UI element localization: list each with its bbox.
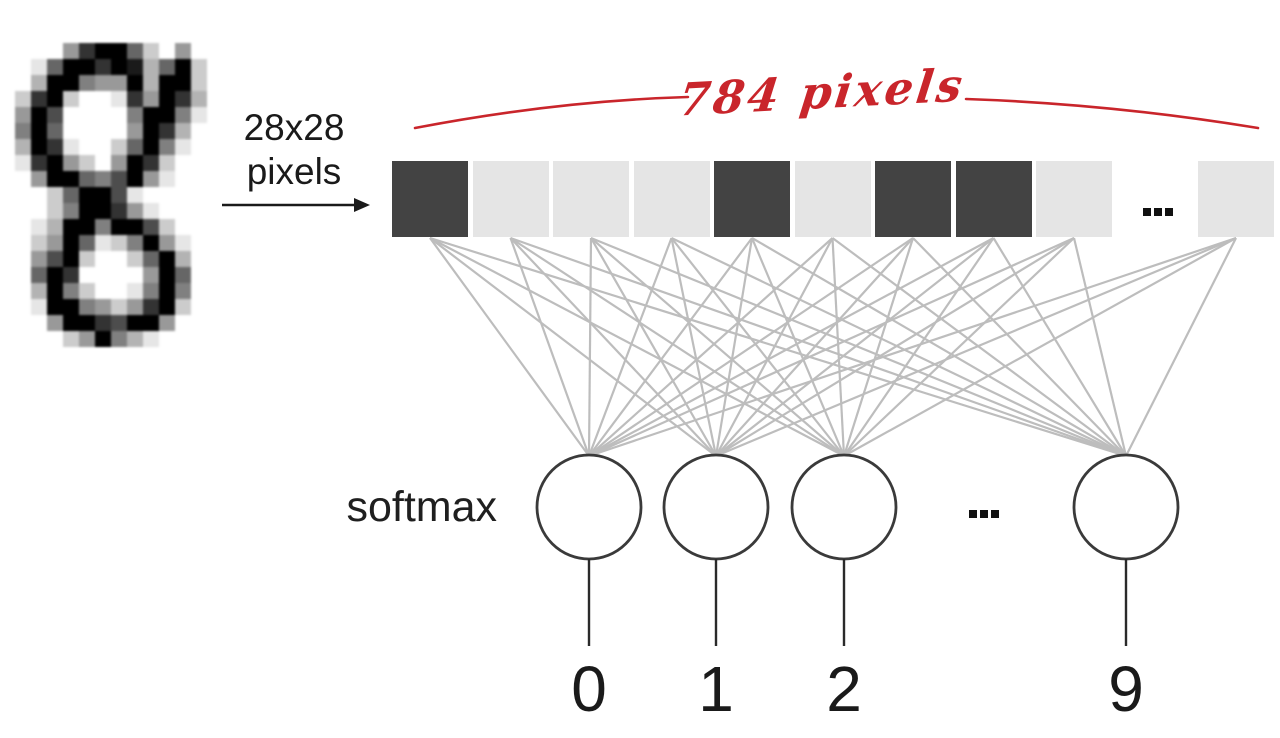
neuron-row-ellipsis (969, 510, 999, 518)
connection-line (842, 237, 915, 457)
output-class-label: 0 (571, 653, 607, 725)
output-class-label: 1 (698, 653, 734, 725)
flatten-arrow-head (354, 198, 370, 212)
connection-line (588, 237, 753, 457)
pixel-value-square (714, 161, 790, 237)
connection-line (590, 236, 1127, 458)
neuron-circle (535, 453, 643, 561)
input-size-label-line2: pixels (246, 151, 342, 192)
pixel-value-square (955, 161, 1032, 237)
connection-line (843, 237, 995, 457)
input-size-label: 28x28 pixels (214, 106, 374, 194)
pixel-value-square (633, 161, 710, 237)
ellipsis-dot (969, 510, 977, 518)
ellipsis-dot (991, 510, 999, 518)
connection-line (587, 237, 593, 457)
connection-line (588, 237, 834, 457)
connection-line (509, 237, 845, 457)
connection-line (671, 237, 1127, 457)
output-class-label: 2 (826, 653, 862, 725)
annotation-curve-left (413, 95, 690, 130)
neuron-circle (662, 453, 770, 561)
connection-line (715, 236, 1237, 458)
connection-line (1125, 237, 1237, 457)
ellipsis-dot (1143, 208, 1151, 216)
connection-line (751, 237, 1127, 457)
connection-line (715, 237, 995, 457)
connection-line (715, 237, 914, 457)
connection-line (509, 237, 591, 457)
connection-line (843, 237, 1075, 457)
neuron-circle (790, 453, 898, 561)
pixel-value-square (472, 161, 549, 237)
pixel-value-square (392, 161, 468, 237)
connection-line (429, 237, 590, 457)
connection-line (715, 237, 1075, 457)
connection-line (587, 237, 673, 457)
connection-line (670, 237, 845, 457)
output-class-label: 9 (1108, 653, 1144, 725)
pixel-row-ellipsis (1143, 208, 1173, 216)
annotation-curve-right (964, 97, 1260, 130)
pixel-value-square (553, 161, 629, 237)
connection-line (670, 237, 718, 457)
ellipsis-dot (1154, 208, 1162, 216)
mnist-digit-image (15, 43, 207, 347)
connection-line (1072, 237, 1128, 457)
connection-line (831, 237, 846, 457)
connection-line (588, 237, 914, 457)
pixel-value-square (1198, 161, 1274, 237)
connection-line (509, 237, 717, 457)
neuron-circle (1072, 453, 1180, 561)
connection-line (588, 236, 1237, 458)
pixel-value-square (1036, 161, 1112, 237)
connection-line (588, 237, 995, 457)
connection-line (588, 236, 1075, 458)
ellipsis-dot (980, 510, 988, 518)
connection-line (715, 237, 834, 457)
pixel-value-square (875, 161, 951, 237)
softmax-layer-label: softmax (346, 483, 497, 531)
connection-line (750, 237, 846, 457)
ellipsis-dot (1165, 208, 1173, 216)
connection-line (843, 237, 1237, 457)
connection-line (714, 237, 754, 457)
input-size-label-line1: 28x28 (243, 107, 345, 148)
pixel-value-square (794, 161, 871, 237)
